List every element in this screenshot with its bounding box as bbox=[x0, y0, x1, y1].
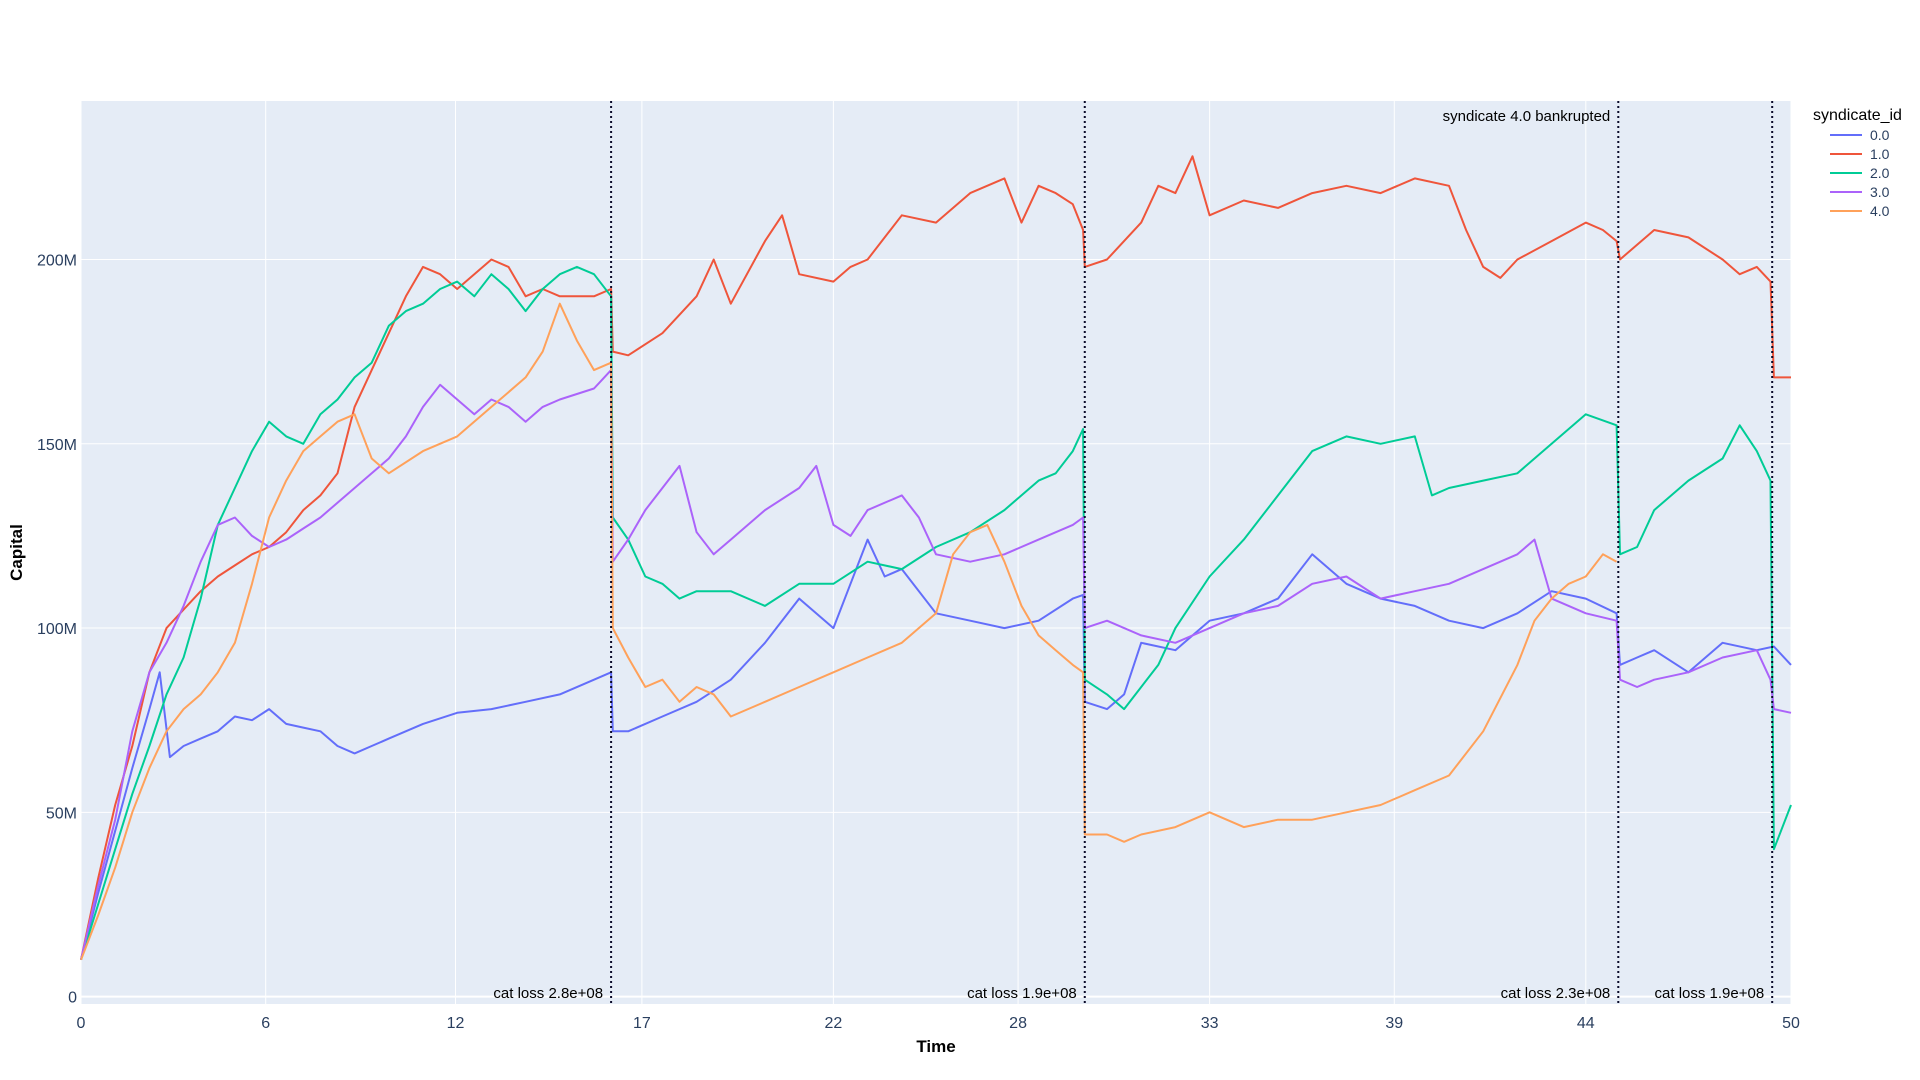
event-markers bbox=[610, 101, 1774, 1004]
series-lines bbox=[80, 155, 1792, 961]
series-line-2.0 bbox=[80, 265, 1792, 961]
annotation-label: cat loss 1.9e+08 bbox=[967, 985, 1077, 1002]
series-line-1.0 bbox=[80, 155, 1791, 961]
x-tick-label: 50 bbox=[1782, 1015, 1800, 1032]
y-tick-label: 150M bbox=[37, 437, 77, 454]
x-axis-ticks: 0 6 12 17 22 28 33 39 44 50 bbox=[77, 1015, 1800, 1032]
annotations: cat loss 2.8e+08 cat loss 1.9e+08 cat loss… bbox=[493, 108, 1764, 1002]
x-tick-label: 39 bbox=[1385, 1015, 1403, 1032]
y-tick-label: 200M bbox=[37, 252, 77, 269]
y-tick-label: 50M bbox=[46, 805, 77, 822]
series-line-4.0 bbox=[80, 302, 1618, 961]
y-axis-ticks: 0 50M 100M 150M 200M bbox=[37, 252, 77, 1006]
y-axis-title: Capital bbox=[7, 524, 26, 581]
legend: syndicate_id 0.0 1.0 2.0 3.0 4.0 bbox=[1813, 107, 1902, 219]
y-tick-label: 0 bbox=[68, 990, 77, 1007]
x-tick-label: 28 bbox=[1009, 1015, 1027, 1032]
x-tick-label: 0 bbox=[77, 1015, 86, 1032]
legend-title: syndicate_id bbox=[1813, 107, 1902, 124]
x-tick-label: 22 bbox=[825, 1015, 843, 1032]
series-line-3.0 bbox=[80, 369, 1792, 961]
x-tick-label: 17 bbox=[633, 1015, 651, 1032]
legend-label: 2.0 bbox=[1870, 165, 1890, 181]
x-tick-label: 12 bbox=[447, 1015, 465, 1032]
series-line-0.0 bbox=[80, 538, 1792, 961]
annotation-label: cat loss 2.8e+08 bbox=[493, 985, 603, 1002]
annotation-label: cat loss 2.3e+08 bbox=[1501, 985, 1611, 1002]
x-tick-label: 33 bbox=[1201, 1015, 1219, 1032]
y-tick-label: 100M bbox=[37, 621, 77, 638]
x-tick-label: 6 bbox=[261, 1015, 270, 1032]
annotation-label: syndicate 4.0 bankrupted bbox=[1443, 108, 1611, 125]
x-tick-label: 44 bbox=[1577, 1015, 1595, 1032]
x-axis-title: Time bbox=[916, 1037, 955, 1056]
legend-label: 3.0 bbox=[1870, 184, 1890, 200]
legend-label: 1.0 bbox=[1870, 146, 1890, 162]
annotation-label: cat loss 1.9e+08 bbox=[1655, 985, 1765, 1002]
legend-label: 4.0 bbox=[1870, 203, 1890, 219]
gridlines bbox=[80, 101, 1792, 1004]
legend-label: 0.0 bbox=[1870, 127, 1890, 143]
